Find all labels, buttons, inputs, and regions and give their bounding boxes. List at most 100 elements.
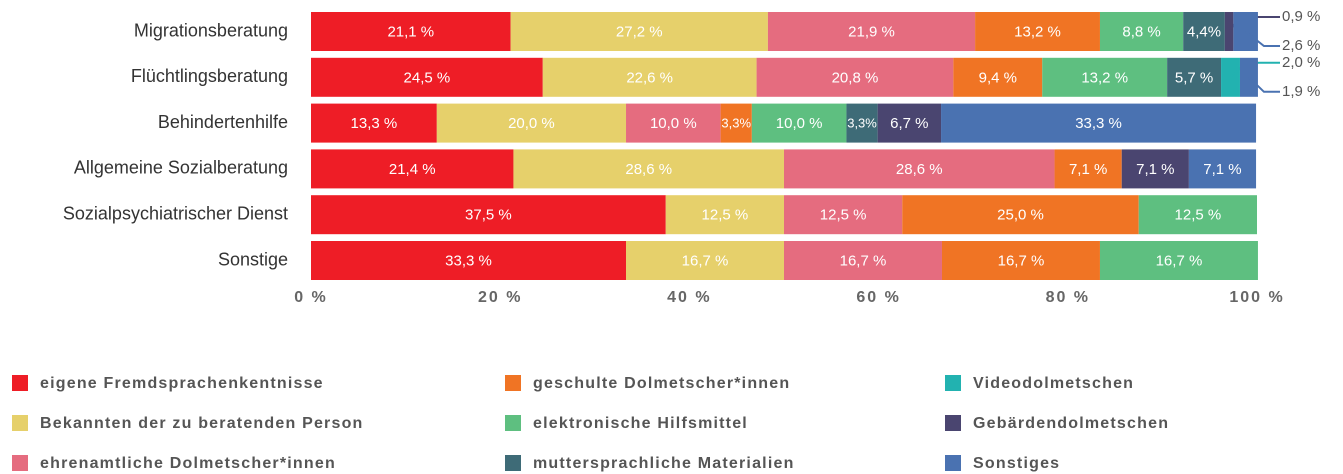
bar-segment — [784, 195, 903, 235]
bar-segment — [1138, 195, 1257, 235]
bar-segment — [846, 103, 878, 143]
value-label: 3,3% — [847, 116, 877, 131]
x-tick-label: 20 % — [478, 289, 522, 306]
bar-segment — [1224, 12, 1234, 51]
legend-label: muttersprachliche Materialien — [533, 455, 795, 472]
value-label: 8,8 % — [1122, 23, 1160, 40]
value-label: 0,9 % — [1282, 8, 1320, 25]
legend-label: Gebärdendolmetschen — [973, 415, 1169, 432]
bar-segment — [1054, 149, 1122, 189]
bar-segment — [311, 149, 514, 189]
value-label: 12,5 % — [702, 207, 749, 224]
bar-segment — [941, 241, 1100, 280]
value-label: 16,7 % — [998, 252, 1045, 269]
legend-swatch — [945, 375, 961, 391]
legend-swatch — [505, 415, 521, 431]
leader-line — [1245, 30, 1280, 47]
value-label: 7,1 % — [1069, 161, 1107, 178]
value-label: 10,0 % — [776, 115, 823, 132]
value-label: 37,5 % — [465, 207, 512, 224]
bar-segment — [1042, 57, 1168, 97]
value-label: 9,4 % — [979, 69, 1017, 86]
bar-segment — [953, 57, 1043, 97]
bar-segment — [665, 195, 784, 235]
value-label: 25,0 % — [997, 207, 1044, 224]
x-tick-label: 100 % — [1229, 289, 1284, 306]
bar-segment — [542, 57, 757, 97]
legend-label: ehrenamtliche Dolmetscher*innen — [40, 455, 336, 472]
bar-segment — [1099, 241, 1258, 280]
bar-segment — [751, 103, 847, 143]
value-label: 4,4% — [1187, 23, 1221, 40]
bar-segment — [720, 103, 752, 143]
bar-segment — [975, 12, 1100, 51]
legend-swatch — [945, 455, 961, 471]
legend-label: Sonstiges — [973, 455, 1060, 472]
legend-swatch — [12, 415, 28, 431]
bar-segment — [1183, 12, 1225, 51]
x-tick-label: 0 % — [294, 289, 328, 306]
bar-segment — [784, 241, 942, 280]
bar-segment — [626, 241, 784, 280]
bar-segment — [877, 103, 942, 143]
bar-segment — [941, 103, 1257, 143]
value-label: 2,0 % — [1282, 54, 1320, 71]
bar-segment — [626, 103, 721, 143]
bar-segment — [311, 241, 627, 280]
value-label: 27,2 % — [616, 23, 663, 40]
value-label: 16,7 % — [1156, 252, 1203, 269]
value-label: 13,3 % — [351, 115, 398, 132]
value-label: 3,3% — [721, 116, 751, 131]
category-label: Migrationsberatung — [134, 20, 288, 40]
bar-segment — [1099, 12, 1184, 51]
value-label: 20,8 % — [832, 69, 879, 86]
value-label: 12,5 % — [820, 207, 867, 224]
bar-segment — [1167, 57, 1222, 97]
value-label: 2,6 % — [1282, 37, 1320, 54]
bar-segment — [311, 12, 511, 51]
value-label: 1,9 % — [1282, 83, 1320, 100]
x-tick-label: 40 % — [667, 289, 711, 306]
category-label: Sozialpsychiatrischer Dienst — [63, 203, 288, 223]
category-label: Sonstige — [218, 249, 288, 269]
legend-label: eigene Fremdsprachenkentnisse — [40, 375, 324, 392]
value-label: 21,1 % — [387, 23, 434, 40]
value-label: 21,9 % — [848, 23, 895, 40]
legend-label: elektronische Hilfsmittel — [533, 415, 748, 432]
value-label: 13,2 % — [1081, 69, 1128, 86]
x-tick-label: 80 % — [1046, 289, 1090, 306]
bar-segment — [767, 12, 976, 51]
value-label: 33,3 % — [1075, 115, 1122, 132]
value-label: 12,5 % — [1175, 207, 1222, 224]
legend-swatch — [945, 415, 961, 431]
category-label: Allgemeine Sozialberatung — [74, 158, 288, 178]
value-label: 22,6 % — [626, 69, 673, 86]
value-label: 7,1 % — [1203, 161, 1241, 178]
bar-segment — [784, 149, 1055, 189]
bar-segment — [902, 195, 1139, 235]
value-label: 33,3 % — [445, 252, 492, 269]
bar-segment — [1188, 149, 1257, 189]
value-label: 28,6 % — [625, 161, 672, 178]
bar-segment — [756, 57, 954, 97]
value-label: 16,7 % — [682, 252, 729, 269]
bar-segment — [436, 103, 627, 143]
bar-segment — [311, 103, 437, 143]
value-label: 21,4 % — [389, 161, 436, 178]
bar-segment — [510, 12, 768, 51]
value-label: 28,6 % — [896, 161, 943, 178]
legend-swatch — [505, 455, 521, 471]
value-label: 20,0 % — [508, 115, 555, 132]
bar-segment — [513, 149, 784, 189]
value-label: 13,2 % — [1014, 23, 1061, 40]
value-label: 10,0 % — [650, 115, 697, 132]
legend-swatch — [505, 375, 521, 391]
legend-label: Bekannten der zu beratenden Person — [40, 415, 364, 432]
bar-segment — [311, 195, 666, 235]
value-label: 7,1 % — [1136, 161, 1174, 178]
value-label: 5,7 % — [1175, 69, 1213, 86]
category-label: Flüchtlingsberatung — [131, 66, 288, 86]
leader-line — [1248, 76, 1280, 93]
legend-label: Videodolmetschen — [973, 375, 1134, 392]
